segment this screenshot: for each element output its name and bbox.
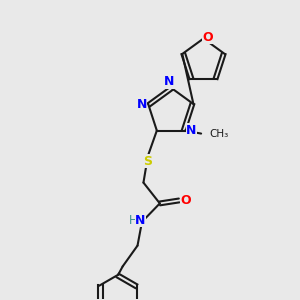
Text: S: S (143, 155, 152, 168)
Text: N: N (136, 98, 147, 110)
Text: N: N (186, 124, 196, 137)
Text: O: O (180, 194, 191, 207)
Text: N: N (164, 75, 175, 88)
Text: O: O (202, 31, 213, 44)
Text: N: N (135, 214, 146, 227)
Text: H: H (129, 214, 137, 227)
Text: CH₃: CH₃ (209, 129, 229, 139)
